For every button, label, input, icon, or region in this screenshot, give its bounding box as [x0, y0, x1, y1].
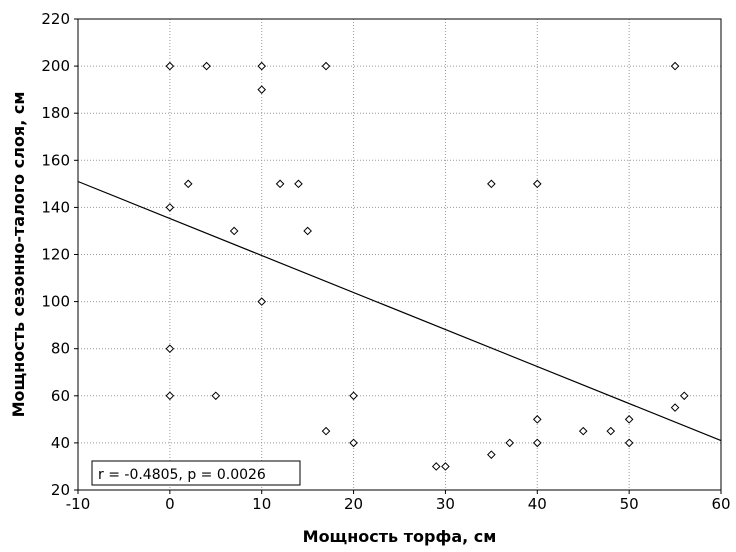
data-point [165, 391, 175, 401]
correlation-label: r = -0.4805, p = 0.0026 [98, 467, 266, 483]
y-tick-label: 20 [51, 481, 70, 499]
data-point [303, 226, 312, 236]
y-tick-label: 120 [41, 246, 70, 264]
data-point [294, 179, 303, 189]
data-point [229, 226, 239, 236]
x-tick-label: 60 [711, 495, 730, 513]
y-tick-label: 100 [41, 293, 70, 311]
data-point [532, 179, 542, 189]
data-point [431, 462, 441, 471]
y-tick-label: 180 [41, 104, 70, 122]
grid-lines [78, 19, 721, 490]
data-point [211, 391, 221, 401]
x-tick-label: 30 [436, 495, 455, 513]
y-axis-label: Мощность сезонно-талого слоя, см [9, 92, 28, 418]
y-tick-label: 200 [41, 57, 70, 75]
x-tick-label: -10 [66, 495, 91, 513]
regression-line [77, 180, 722, 442]
y-tick-label: 80 [51, 340, 70, 358]
data-point [532, 415, 542, 424]
data-point [505, 438, 515, 448]
data-point [321, 426, 331, 436]
data-point [202, 61, 211, 71]
data-point [183, 179, 193, 189]
x-axis-ticks: -10 0 10 20 30 40 50 60 [66, 490, 731, 513]
data-point [679, 391, 689, 401]
data-point [321, 61, 331, 71]
data-point [275, 179, 285, 189]
y-tick-label: 60 [51, 387, 70, 405]
x-tick-label: 0 [165, 495, 175, 513]
data-point [257, 297, 267, 306]
correlation-box: r = -0.4805, p = 0.0026 [91, 460, 301, 486]
data-point [578, 426, 588, 436]
data-point [441, 462, 450, 471]
data-point [257, 61, 267, 71]
x-axis-label: Мощность торфа, см [303, 527, 497, 546]
x-tick-label: 10 [252, 495, 271, 513]
y-tick-label: 160 [41, 151, 70, 169]
y-tick-label: 140 [41, 198, 70, 216]
x-tick-label: 20 [344, 495, 363, 513]
data-point [165, 61, 175, 71]
data-point [257, 85, 267, 94]
data-point [349, 438, 358, 448]
x-tick-label: 50 [620, 495, 639, 513]
data-points [165, 61, 689, 471]
data-point [487, 450, 496, 459]
data-point [670, 61, 680, 71]
data-point [532, 438, 542, 448]
data-point [349, 391, 358, 401]
data-point [165, 344, 175, 354]
y-tick-label: 40 [51, 434, 70, 452]
y-tick-label: 220 [41, 10, 70, 28]
x-tick-label: 40 [528, 495, 547, 513]
data-point [606, 426, 616, 436]
data-point [165, 203, 175, 212]
data-point [487, 179, 496, 189]
data-point [624, 438, 634, 448]
data-point [670, 403, 680, 412]
correlation-box-frame [91, 460, 301, 486]
data-point [624, 415, 634, 424]
y-axis-ticks: 20 40 60 80 100 120 140 160 180 200 220 [41, 10, 78, 499]
